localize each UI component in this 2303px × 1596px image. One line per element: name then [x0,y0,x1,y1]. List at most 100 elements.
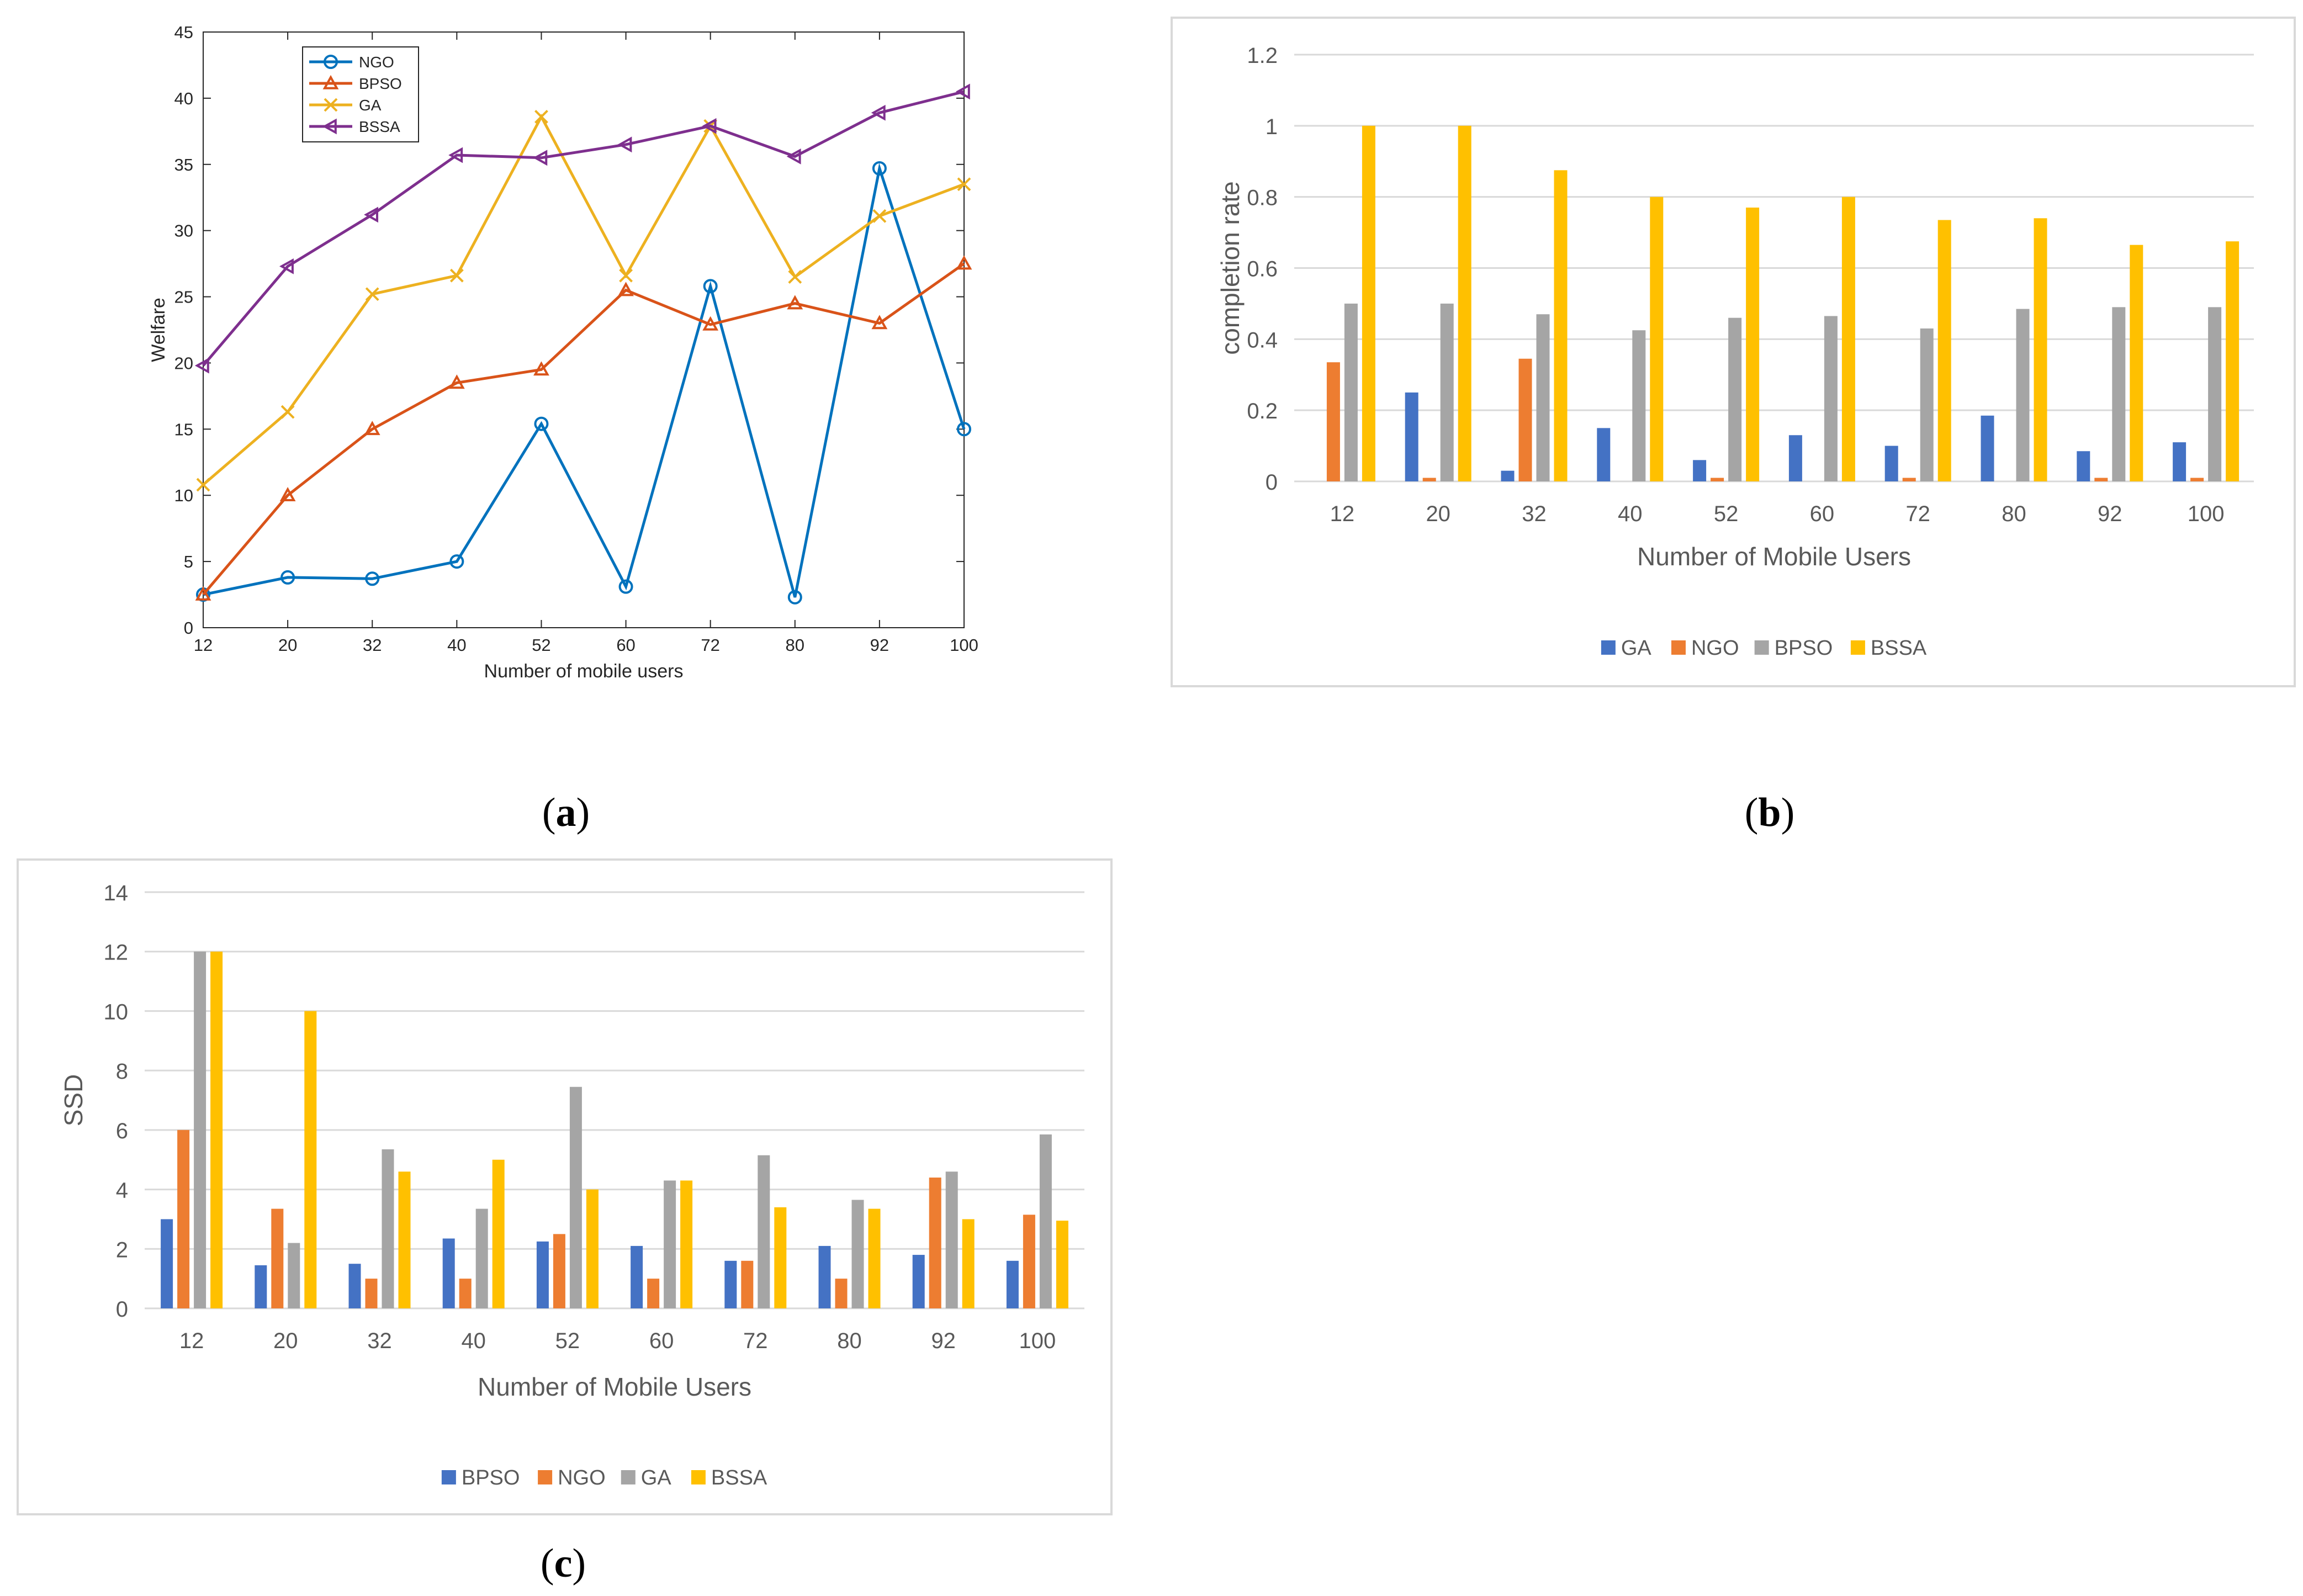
caption-a: (a) [542,790,590,835]
series-line-bpso [202,262,965,596]
bar-ngo [647,1279,660,1308]
caption-b: (b) [1744,790,1795,835]
data-point-ga [534,110,548,124]
bar-bpso [1824,316,1838,481]
data-point-bpso [618,282,634,296]
legend-marker-ga [324,98,338,112]
bar-bpso [255,1265,267,1308]
data-point-ngo [449,554,464,569]
data-point-bpso [448,374,465,389]
bar-group-32 [1501,170,1568,482]
legend-swatch-bpso [441,1470,456,1484]
x-tick-label: 40 [1618,502,1643,526]
data-point-bpso [533,361,549,376]
series-bpso [195,255,972,601]
y-tick-label: 25 [174,288,193,307]
bar-bssa [492,1159,505,1308]
legend-swatch-bssa [691,1470,706,1484]
bar-ga [945,1171,958,1308]
bar-ga [1693,460,1707,481]
bar-bpso [2208,307,2222,481]
x-tick-label: 20 [1426,502,1450,526]
bar-ngo [2190,478,2204,481]
legend-swatch-ga [621,1470,636,1484]
bar-group-20 [255,1011,317,1308]
bar-ga [851,1200,864,1308]
data-point-ga [957,177,971,192]
x-tick-label: 72 [1905,502,1930,526]
chart-a-svg: 0 5 10 15 20 25 30 35 40 45 12 20 32 40 52 60 72 80 92 100 N… [148,23,978,682]
chart-c-svg: 0 2 4 6 8 10 12 14 12 20 32 40 52 60 72 80 92 100 Number o… [59,881,1084,1489]
chart-b-svg: 0 0.2 0.4 0.6 0.8 1 1.2 12 20 32 40 52 60 72 80 92 100 Nu… [1216,44,2254,660]
data-point-ngo [280,570,295,585]
bar-group-80 [818,1200,881,1308]
y-axis-label: completion rate [1216,181,1245,355]
bar-bpso [818,1245,831,1308]
x-tick-label: 40 [447,635,466,655]
data-point-bpso [195,586,211,601]
legend-label-ga: GA [1621,637,1652,660]
bar-ga [1788,435,1802,481]
bar-bssa [868,1208,881,1308]
data-point-ga [280,405,295,419]
legend-marker-bssa [322,118,337,135]
bar-ngo [1326,362,1340,481]
data-point-bpso [956,255,972,270]
legend-label-ga: GA [641,1466,672,1489]
data-point-ngo [957,422,971,437]
bar-bpso [1920,328,1934,481]
bar-group-40 [1597,197,1664,482]
bar-bpso [1344,303,1358,481]
data-point-bssa [702,118,717,134]
bar-ga [475,1208,488,1308]
bar-ngo [835,1279,848,1308]
y-tick-label: 45 [174,23,193,42]
chart-a-panel: 0 5 10 15 20 25 30 35 40 45 12 20 32 40 52 60 72 80 92 100 N… [0,0,1104,734]
data-point-ga [196,478,210,492]
bar-ngo [177,1130,190,1308]
bar-bssa [304,1011,317,1308]
legend-label-bssa: BSSA [1871,637,1927,660]
bar-bssa [2130,245,2143,481]
bar-bpso [912,1255,925,1308]
bar-bpso [1728,317,1742,481]
bar-group-32 [348,1149,411,1308]
legend-marker-bpso [322,75,339,89]
y-tick-label: 0.4 [1247,328,1278,352]
legend-label-bssa: BSSA [359,118,400,135]
series-line-ngo [203,163,966,598]
chart-b-frame: 0 0.2 0.4 0.6 0.8 1 1.2 12 20 32 40 52 60 72 80 92 100 Nu… [1171,17,2296,687]
legend-swatch-ngo [1671,640,1686,655]
bar-ngo [1422,478,1436,481]
bar-ga [1405,392,1418,481]
data-point-ngo [787,590,802,605]
data-point-ngo [618,579,633,594]
y-tick-label: 15 [174,420,193,439]
bar-bssa [1746,207,1760,481]
legend: BPSO NGO GA BSSA [441,1466,767,1489]
bar-bssa [586,1189,599,1308]
y-tick-label: 0.6 [1247,257,1278,282]
x-tick-label: 100 [950,635,978,655]
bar-ga [288,1243,300,1308]
x-tick-label: 20 [273,1329,298,1353]
legend-label-ga: GA [359,97,382,114]
data-point-bssa [279,258,294,274]
data-point-bpso [364,421,380,436]
bar-ga [758,1155,770,1308]
data-point-bssa [871,104,886,121]
bar-group-52 [1693,207,1760,481]
y-tick-label: 20 [174,353,193,373]
bar-ga [194,951,207,1308]
x-tick-label: 72 [701,635,719,655]
legend: NGO BPSO GA BSSA [302,46,419,142]
bar-group-92 [912,1171,975,1308]
bar-bssa [680,1180,693,1308]
data-point-bpso [702,316,719,331]
bar-ga [1884,446,1898,481]
bar-ngo [1518,358,1532,481]
bar-bpso [631,1245,643,1308]
y-tick-label: 35 [174,155,193,174]
x-tick-label: 72 [743,1329,768,1353]
data-point-ngo [534,416,549,431]
